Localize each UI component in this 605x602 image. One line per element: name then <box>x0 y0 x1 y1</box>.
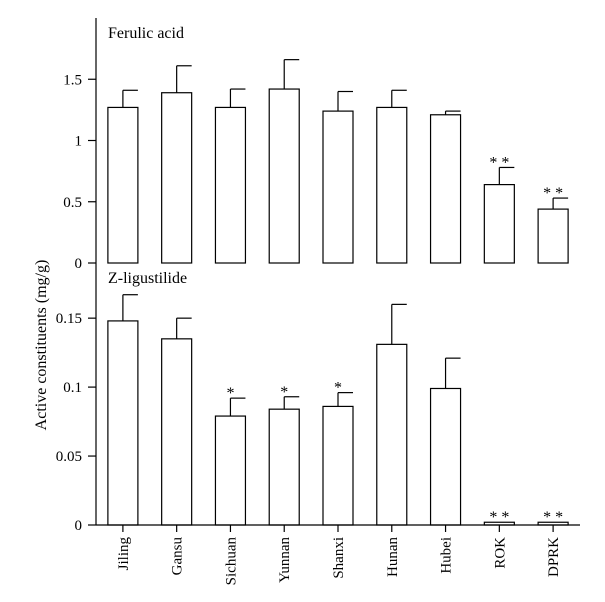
significance-marker: * * <box>489 509 509 526</box>
category-label-sichuan: Sichuan <box>223 537 239 586</box>
significance-marker: * <box>226 385 234 402</box>
bar-gansu <box>161 92 193 264</box>
significance-marker: * <box>280 384 288 401</box>
bar-yunnan <box>268 408 300 526</box>
bar-yunnan <box>268 88 300 264</box>
bar-hunan <box>376 106 408 264</box>
y-tick-label: 1.5 <box>63 72 82 88</box>
y-tick-label: 0 <box>75 518 83 534</box>
significance-marker: * <box>334 380 342 397</box>
significance-marker: * * <box>543 185 563 202</box>
category-label-shanxi: Shanxi <box>331 537 347 579</box>
y-tick-label: 0.5 <box>63 195 82 211</box>
y-axis-label: Active constituents (mg/g) <box>33 260 50 431</box>
category-label-hubei: Hubei <box>439 537 455 574</box>
y-tick-label: 0.15 <box>56 311 82 327</box>
y-tick-label: 1 <box>75 134 83 150</box>
category-label-yunnan: Yunnan <box>277 537 293 583</box>
bar-rok <box>483 184 515 264</box>
bar-hubei <box>429 114 462 264</box>
significance-marker: * * <box>489 154 509 171</box>
category-label-gansu: Gansu <box>170 537 186 576</box>
category-label-hunan: Hunan <box>385 537 401 577</box>
y-tick-label: 0.05 <box>56 449 82 465</box>
bar-sichuan <box>214 106 247 264</box>
bar-gansu <box>161 338 193 526</box>
bar-hubei <box>429 387 462 526</box>
bar-jiling <box>107 106 139 264</box>
bar-shanxi <box>322 110 354 264</box>
panel-title: Ferulic acid <box>108 25 184 42</box>
bar-hunan <box>376 343 408 526</box>
significance-marker: * * <box>543 509 563 526</box>
category-label-rok: ROK <box>492 537 508 569</box>
panel-2: 0 0.05 0.1 0.15 Z-ligustilide * * * * * * * <box>56 263 569 534</box>
y-tick-label: 0.1 <box>63 380 82 396</box>
category-label-jiling: Jiling <box>116 537 132 571</box>
y-tick-label: 0 <box>75 256 83 272</box>
category-label-dprk: DPRK <box>546 537 562 577</box>
panel-1: 0 0.5 1 1.5 Ferulic acid * * * * <box>63 18 569 272</box>
bar-jiling <box>107 320 139 526</box>
bar-dprk <box>537 208 569 264</box>
bar-shanxi <box>322 405 354 526</box>
bar-sichuan <box>214 415 247 526</box>
panel-title: Z-ligustilide <box>108 270 187 287</box>
